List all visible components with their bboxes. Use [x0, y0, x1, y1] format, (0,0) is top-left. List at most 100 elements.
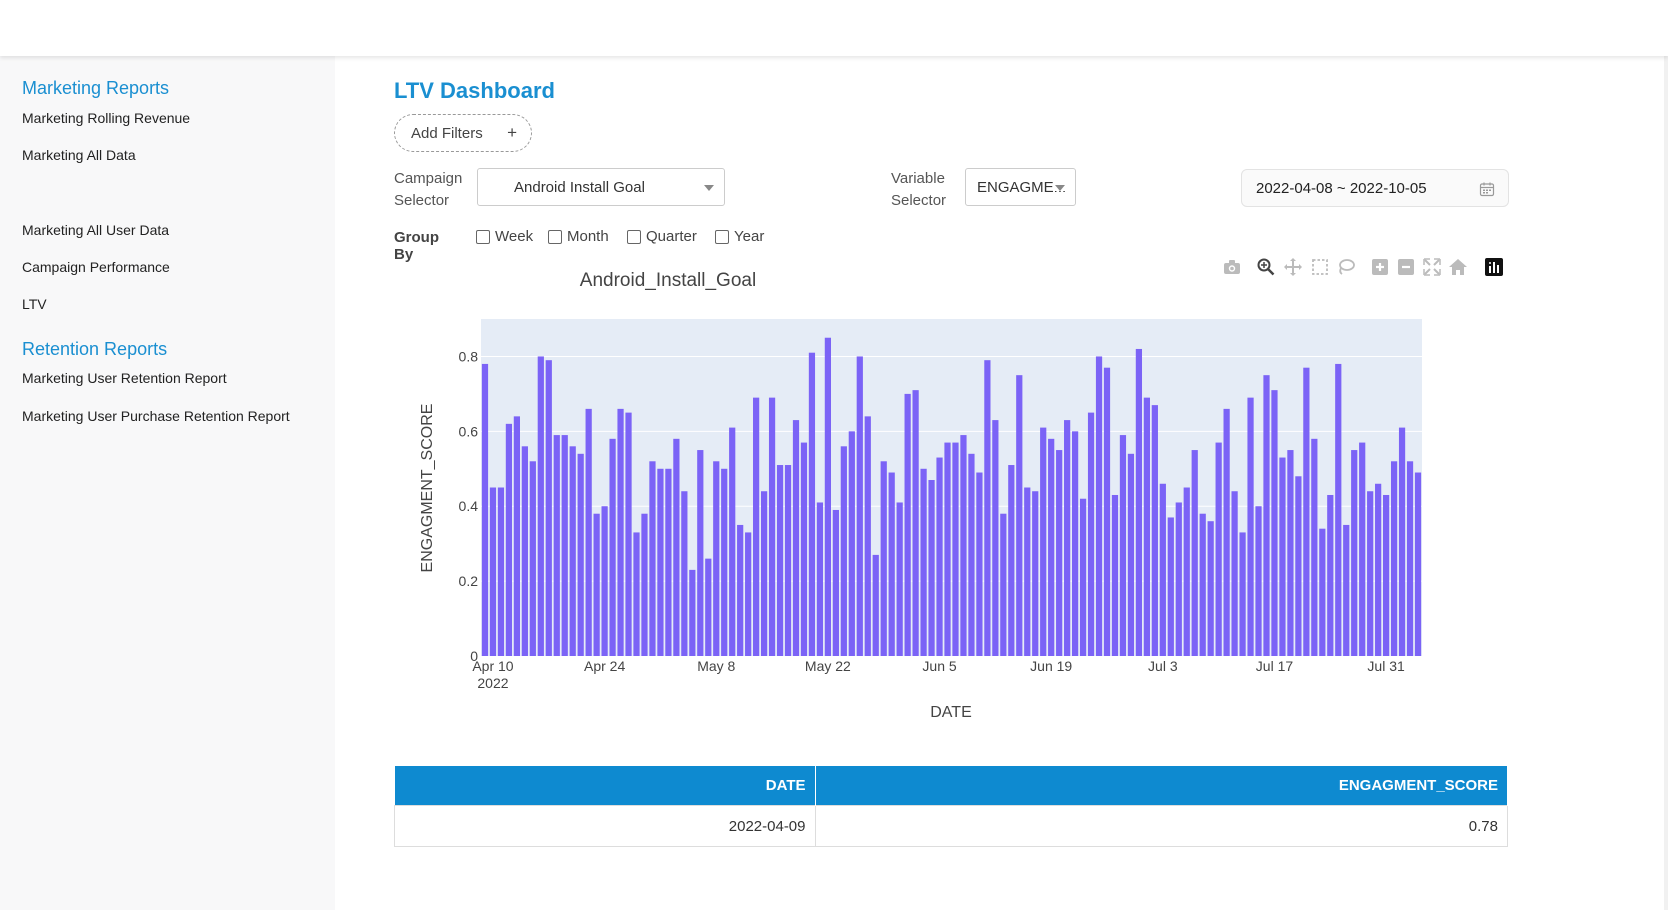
- chart-bar[interactable]: [1319, 528, 1326, 656]
- chart-bar[interactable]: [705, 558, 712, 656]
- chart-bar[interactable]: [1167, 517, 1174, 656]
- chart-bar[interactable]: [1359, 442, 1366, 656]
- chart-bar[interactable]: [944, 442, 951, 656]
- chart-bar[interactable]: [1263, 375, 1270, 656]
- chart-bar[interactable]: [561, 435, 568, 656]
- chart-bar[interactable]: [864, 416, 871, 656]
- chart-bar[interactable]: [1175, 502, 1182, 656]
- chart-bar[interactable]: [1032, 491, 1039, 656]
- chart-bar[interactable]: [633, 532, 640, 656]
- group-by-quarter-checkbox[interactable]: Quarter: [627, 228, 697, 245]
- camera-icon[interactable]: [1222, 257, 1242, 277]
- chart-bar[interactable]: [489, 487, 497, 657]
- chart-bar[interactable]: [760, 491, 768, 656]
- chart-bar[interactable]: [1207, 521, 1214, 656]
- chart-bar[interactable]: [1247, 397, 1254, 656]
- chart-bar[interactable]: [1375, 483, 1382, 656]
- table-header-engagement-score[interactable]: ENGAGMENT_SCORE: [815, 766, 1508, 806]
- chart-bar[interactable]: [984, 360, 991, 656]
- chart-bar[interactable]: [545, 360, 552, 656]
- chart-bar[interactable]: [609, 438, 616, 656]
- chart-bar[interactable]: [768, 397, 776, 656]
- zoom-icon[interactable]: [1256, 257, 1276, 277]
- chart-bar[interactable]: [745, 532, 752, 656]
- chart-bar[interactable]: [1351, 450, 1358, 656]
- chart-bar[interactable]: [1311, 438, 1318, 656]
- chart-bar[interactable]: [1398, 427, 1406, 656]
- chart-bar[interactable]: [585, 408, 592, 656]
- chart-bar[interactable]: [593, 513, 600, 656]
- group-by-week-checkbox[interactable]: Week: [476, 228, 533, 245]
- chart-bar[interactable]: [1016, 375, 1023, 656]
- sidebar-item-marketing-rolling-revenue[interactable]: Marketing Rolling Revenue: [22, 110, 191, 126]
- reset-axes-icon[interactable]: [1448, 257, 1468, 277]
- campaign-selector-dropdown[interactable]: Android Install Goal: [477, 168, 725, 206]
- chart-bar[interactable]: [856, 356, 863, 656]
- chart-bar[interactable]: [521, 446, 528, 656]
- group-by-month-checkbox[interactable]: Month: [548, 228, 609, 245]
- chart-bar[interactable]: [1295, 476, 1302, 656]
- chart-bar[interactable]: [968, 453, 975, 656]
- chart-bar[interactable]: [529, 461, 536, 656]
- chart-bar[interactable]: [872, 554, 879, 656]
- chart-bar[interactable]: [776, 465, 784, 656]
- chart-bar[interactable]: [888, 472, 895, 656]
- chart-bar[interactable]: [1135, 348, 1143, 656]
- chart-bar[interactable]: [537, 356, 544, 656]
- chart-bar[interactable]: [1095, 356, 1103, 656]
- chart-bar[interactable]: [1183, 487, 1190, 657]
- chart-bar[interactable]: [1231, 491, 1238, 656]
- chart-bar[interactable]: [960, 435, 967, 656]
- chart-bar[interactable]: [1223, 408, 1230, 656]
- chart-bar[interactable]: [904, 393, 911, 656]
- chart-bar[interactable]: [657, 468, 664, 656]
- group-by-year-checkbox[interactable]: Year: [715, 228, 764, 245]
- chart-bar[interactable]: [1103, 367, 1111, 656]
- chart-bar[interactable]: [1079, 498, 1087, 656]
- chart-bar[interactable]: [848, 431, 855, 656]
- chart-bar[interactable]: [1191, 450, 1198, 656]
- date-range-picker[interactable]: 2022-04-08 ~ 2022-10-05: [1241, 169, 1509, 207]
- chart-bar[interactable]: [1343, 524, 1350, 656]
- chart-bar[interactable]: [1406, 461, 1414, 656]
- chart-bar[interactable]: [481, 363, 489, 656]
- chart-bar[interactable]: [689, 569, 696, 656]
- sidebar-item-marketing-user-purchase-retention-report[interactable]: Marketing User Purchase Retention Report: [22, 408, 290, 424]
- chart-bar[interactable]: [1279, 457, 1286, 656]
- bar-chart[interactable]: Android_Install_Goal 0 0.2 0.4 0.6 0.8 Apr 1…: [394, 260, 1514, 730]
- chart-bar[interactable]: [1255, 506, 1262, 656]
- chart-bar[interactable]: [1008, 465, 1015, 656]
- chart-bar[interactable]: [1215, 442, 1222, 656]
- chart-bar[interactable]: [753, 397, 760, 656]
- zoom-in-icon[interactable]: [1370, 257, 1390, 277]
- lasso-icon[interactable]: [1336, 257, 1356, 277]
- chart-bar[interactable]: [641, 513, 648, 656]
- chart-bar[interactable]: [737, 524, 744, 656]
- chart-bar[interactable]: [729, 427, 736, 656]
- plotly-logo-icon[interactable]: [1484, 257, 1504, 277]
- chart-bar[interactable]: [1335, 363, 1342, 656]
- chart-bar[interactable]: [920, 468, 927, 656]
- chart-bar[interactable]: [1151, 405, 1158, 656]
- chart-bar[interactable]: [569, 446, 576, 656]
- chart-bar[interactable]: [1056, 450, 1063, 656]
- chart-bar[interactable]: [992, 420, 999, 656]
- chart-bar[interactable]: [1287, 450, 1294, 656]
- variable-selector-dropdown[interactable]: ENGAGME...: [965, 168, 1076, 206]
- chart-bar[interactable]: [681, 491, 688, 656]
- chart-bar[interactable]: [1119, 435, 1127, 656]
- chart-bar[interactable]: [665, 468, 672, 656]
- chart-bar[interactable]: [721, 468, 728, 656]
- chart-bar[interactable]: [1127, 453, 1135, 656]
- chart-bar[interactable]: [673, 438, 680, 656]
- chart-bar[interactable]: [816, 502, 824, 656]
- chart-bar[interactable]: [1087, 412, 1095, 656]
- chart-bar[interactable]: [1271, 390, 1278, 656]
- chart-bar[interactable]: [577, 453, 584, 656]
- chart-bar[interactable]: [1414, 472, 1422, 656]
- chart-bar[interactable]: [912, 390, 919, 656]
- chart-bar[interactable]: [497, 487, 505, 657]
- chart-bar[interactable]: [1072, 431, 1079, 656]
- chart-bar[interactable]: [513, 416, 520, 656]
- chart-bar[interactable]: [1064, 420, 1071, 656]
